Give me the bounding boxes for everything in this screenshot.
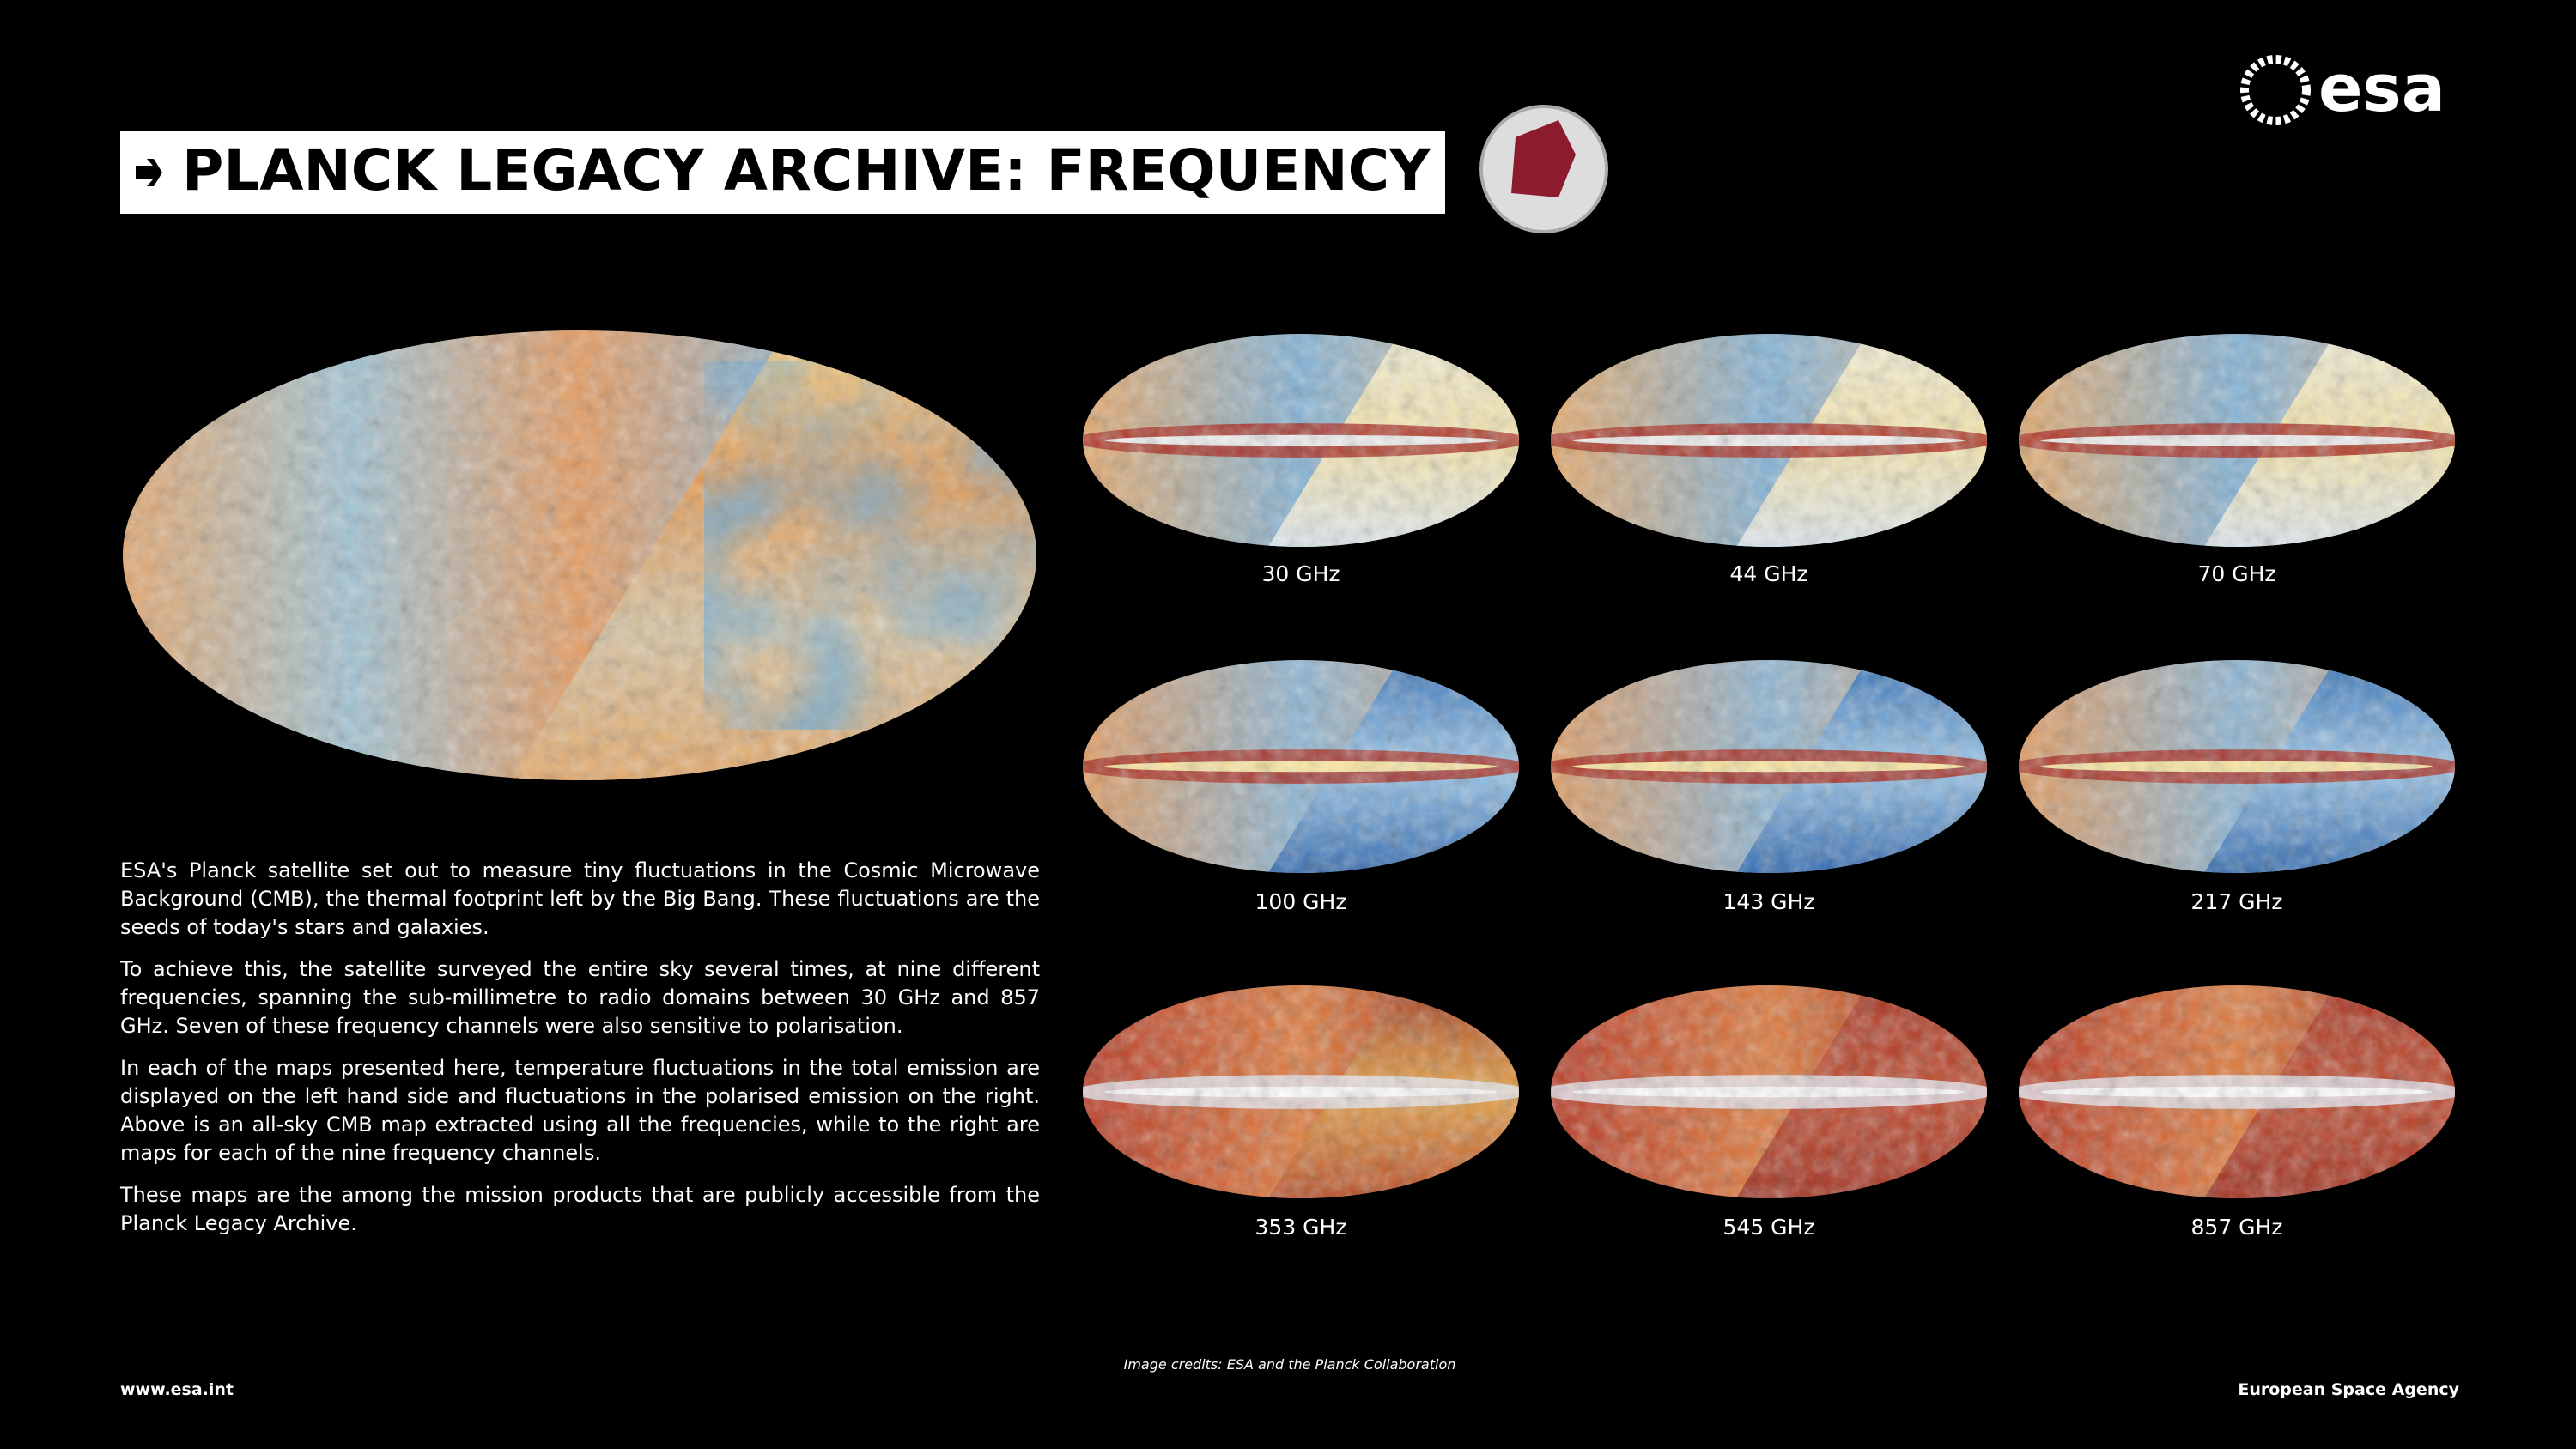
footer-agency: European Space Agency <box>2238 1380 2459 1399</box>
logo-text: esa <box>2318 50 2445 126</box>
frequency-map <box>1551 334 1987 547</box>
title: PLANCK LEGACY ARCHIVE: FREQUENCY MAPS <box>182 137 1632 203</box>
paragraph: These maps are the among the mission pro… <box>120 1183 1040 1235</box>
frequency-map <box>1083 985 1519 1198</box>
frequency-map <box>2019 334 2455 547</box>
cmb-map <box>123 330 1036 780</box>
map-label: 143 GHz <box>1723 889 1815 914</box>
footer-url: www.esa.int <box>120 1380 234 1399</box>
map-label: 545 GHz <box>1723 1215 1815 1240</box>
map-label: 44 GHz <box>1729 561 1807 586</box>
arrow-icon <box>136 159 162 186</box>
frequency-map <box>1083 660 1519 873</box>
esa-logo: esa <box>2240 50 2445 126</box>
map-label: 70 GHz <box>2197 561 2275 586</box>
map-label: 30 GHz <box>1261 561 1340 586</box>
title-box <box>120 131 1445 214</box>
paragraph: To achieve this, the satellite surveyed … <box>120 957 1040 1038</box>
map-label: 857 GHz <box>2191 1215 2283 1240</box>
frequency-map <box>2019 660 2455 873</box>
map-label: 353 GHz <box>1255 1215 1347 1240</box>
frequency-map <box>1083 334 1519 547</box>
map-label: 100 GHz <box>1255 889 1347 914</box>
paragraph: In each of the maps presented here, temp… <box>120 1056 1040 1165</box>
map-label: 217 GHz <box>2191 889 2283 914</box>
frequency-map <box>1551 660 1987 873</box>
credits: Image credits: ESA and the Planck Collab… <box>1123 1356 1456 1373</box>
frequency-map <box>2019 985 2455 1198</box>
planck-icon <box>1511 120 1576 197</box>
paragraph: ESA's Planck satellite set out to measur… <box>120 858 1040 939</box>
description: ESA's Planck satellite set out to measur… <box>120 857 1040 1252</box>
frequency-map <box>1551 985 1987 1198</box>
